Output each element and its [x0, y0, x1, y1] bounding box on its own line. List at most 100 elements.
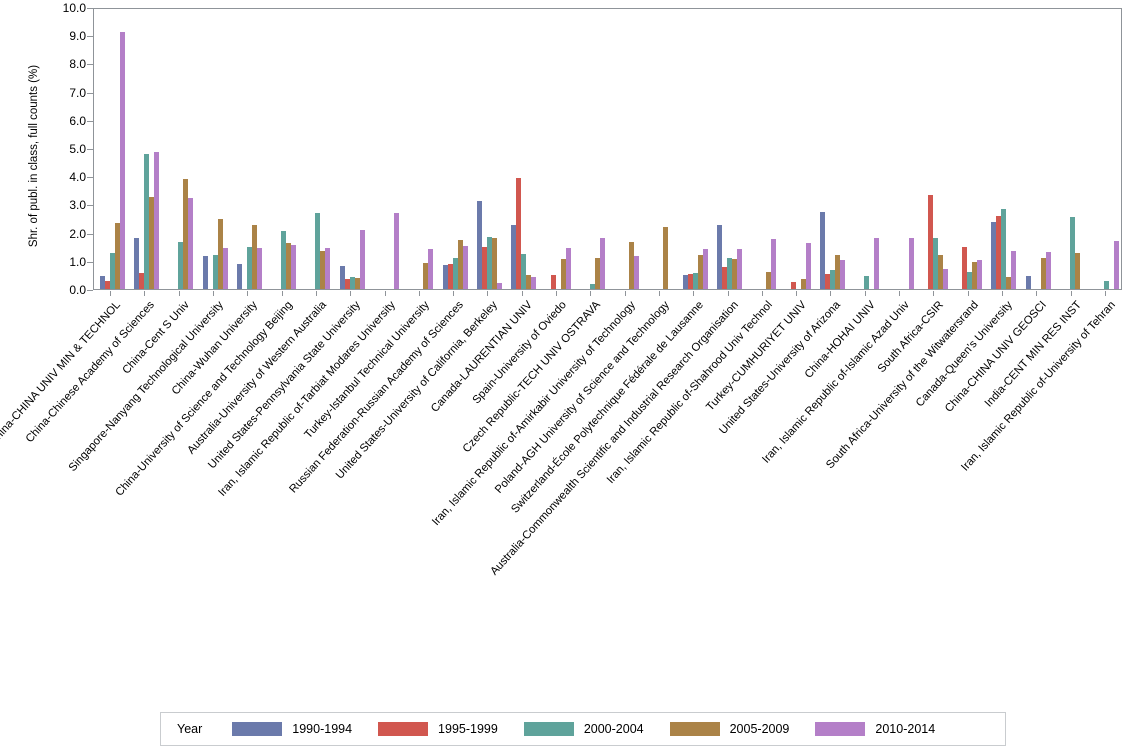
x-tick-mark [384, 291, 386, 296]
bar [1040, 257, 1046, 289]
bar [222, 248, 228, 289]
x-tick-label: South Africa-CSIR [876, 299, 947, 376]
bar [972, 262, 978, 289]
bar [962, 246, 968, 289]
y-tick-mark [87, 261, 93, 263]
x-tick-mark [1001, 291, 1003, 296]
bar [212, 254, 218, 289]
plot-area [93, 8, 1122, 290]
bar [457, 239, 463, 289]
legend-item[interactable]: 2005-2009 [669, 722, 790, 736]
x-tick-mark [658, 291, 660, 296]
bar [428, 248, 434, 289]
x-tick-label: United States-University of California, … [334, 299, 501, 482]
bar-group [751, 7, 777, 289]
bar-group [374, 7, 400, 289]
legend-swatch [523, 722, 574, 736]
bar [565, 248, 571, 289]
bar [452, 257, 458, 289]
legend-label: 2000-2004 [583, 722, 644, 736]
bar [462, 245, 468, 289]
legend-swatch [669, 722, 720, 736]
x-tick-mark [453, 291, 455, 296]
bar [359, 230, 365, 289]
bar [188, 198, 194, 289]
y-tick-label: 4.0 [69, 170, 86, 185]
bar-group [889, 7, 914, 289]
bar [339, 265, 345, 289]
bar [511, 224, 517, 289]
bar [599, 238, 605, 289]
bar [834, 254, 840, 289]
bar [790, 281, 796, 289]
bar-group [99, 7, 125, 289]
y-tick-label: 7.0 [69, 85, 86, 100]
bar [560, 258, 566, 289]
x-tick-mark [178, 291, 180, 296]
legend-label: 2005-2009 [729, 722, 790, 736]
y-tick-mark [87, 92, 93, 94]
bar-group [1025, 7, 1051, 289]
x-tick-mark [556, 291, 558, 296]
bar [217, 219, 223, 289]
bar [99, 276, 105, 289]
bar [629, 242, 635, 289]
bar [256, 247, 262, 289]
bar-group [339, 7, 365, 289]
bar [1075, 253, 1081, 289]
bar [481, 247, 487, 289]
bar-group [682, 7, 708, 289]
bar [1070, 217, 1076, 289]
bar-group [991, 7, 1017, 289]
bar [727, 257, 733, 289]
y-tick-mark [87, 290, 93, 291]
x-tick-mark [590, 291, 592, 296]
bar-group [408, 7, 434, 289]
legend: Year 1990-1994 1995-1999 2000-2004 2005-200… [160, 712, 1006, 746]
bar [315, 213, 321, 289]
bar [766, 271, 772, 289]
x-tick-mark [899, 291, 901, 296]
bar-group [133, 7, 159, 289]
bar [183, 178, 189, 289]
y-tick-label: 9.0 [69, 29, 86, 44]
legend-label: 1995-1999 [438, 722, 498, 736]
legend-item[interactable]: 1995-1999 [378, 722, 498, 736]
x-tick-mark [521, 291, 523, 296]
y-tick-label: 8.0 [69, 57, 86, 72]
bar [634, 255, 640, 289]
y-tick-label: 5.0 [69, 142, 86, 156]
bar [663, 226, 669, 289]
bar-group [786, 7, 811, 289]
bar [148, 196, 154, 289]
bar [531, 277, 537, 289]
x-tick-mark [864, 291, 866, 296]
legend-swatch [232, 722, 283, 736]
y-tick-mark [87, 36, 93, 38]
bar [702, 248, 708, 289]
bar [178, 241, 184, 289]
legend-item[interactable]: 2000-2004 [523, 722, 644, 736]
x-tick-mark [761, 291, 763, 296]
bar [697, 254, 703, 289]
y-tick-mark [87, 64, 93, 66]
bar [104, 280, 110, 289]
bar [717, 225, 723, 289]
legend-item[interactable]: 2010-2014 [815, 722, 935, 736]
bar [908, 238, 914, 289]
x-tick-mark [693, 291, 695, 296]
bar [246, 246, 252, 289]
bar [1114, 240, 1120, 289]
legend-item[interactable]: 1990-1994 [232, 722, 352, 736]
x-tick-mark [624, 291, 626, 296]
y-tick-label: 3.0 [69, 198, 86, 213]
bar [722, 266, 728, 289]
bar [874, 238, 880, 289]
bar [291, 245, 297, 289]
bar [771, 238, 777, 289]
bar [236, 264, 242, 289]
bar [143, 153, 149, 289]
x-tick-mark [315, 291, 317, 296]
y-tick-mark [87, 120, 93, 122]
